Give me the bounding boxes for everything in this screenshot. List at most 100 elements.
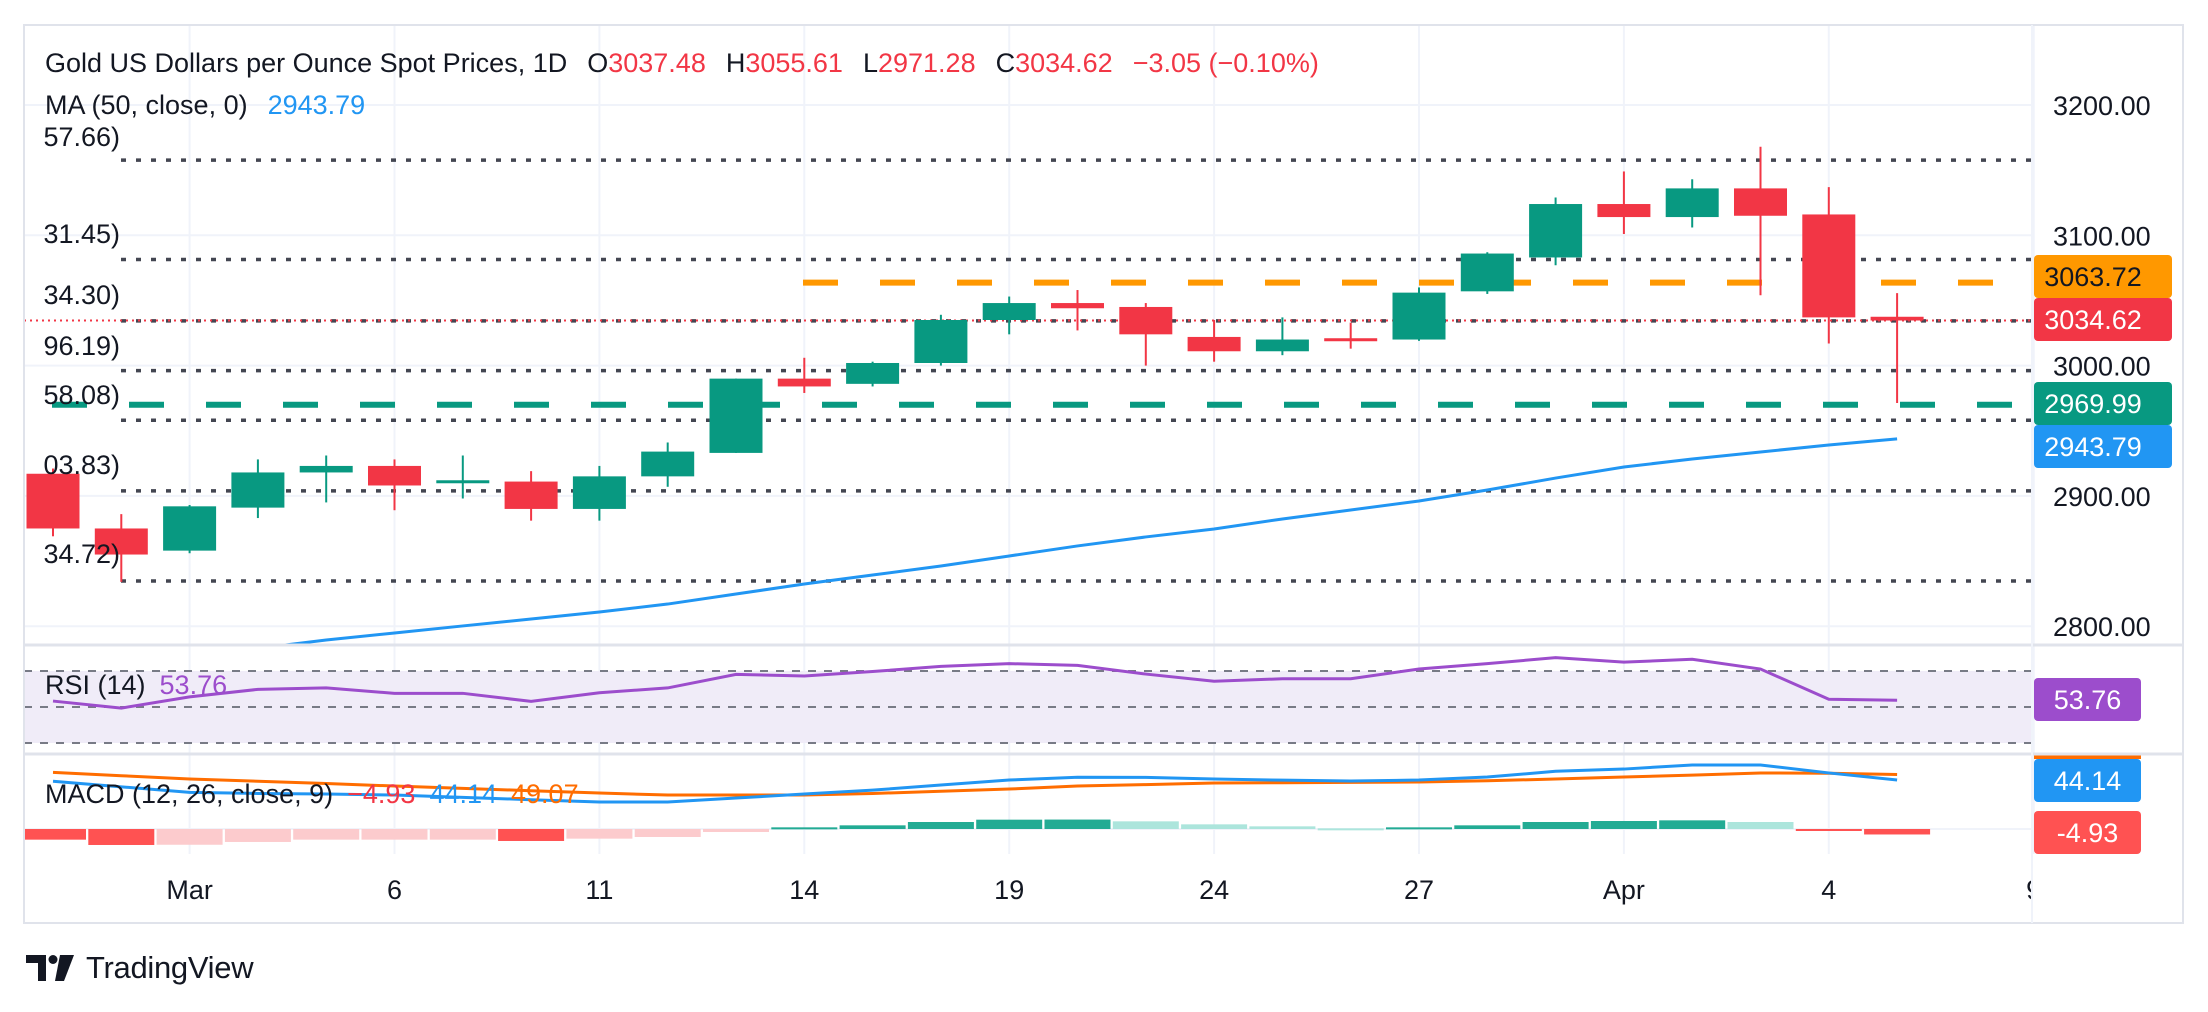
candle[interactable] xyxy=(1665,179,1719,228)
macd-histogram-bar xyxy=(1044,819,1111,829)
candle-body xyxy=(1187,336,1241,352)
level-label: 34.72) xyxy=(43,539,120,569)
candle-body xyxy=(1597,204,1651,218)
tradingview-logo-icon xyxy=(26,955,74,981)
candle[interactable] xyxy=(1119,303,1173,366)
candle-body xyxy=(504,481,558,509)
candle[interactable] xyxy=(1187,319,1241,362)
macd-histogram-bar xyxy=(88,829,155,845)
open-label: O xyxy=(587,47,609,78)
ma50-line[interactable] xyxy=(258,437,1898,649)
time-axis-label: Apr xyxy=(1603,875,1645,905)
candle[interactable] xyxy=(777,357,831,393)
badge-text: -4.93 xyxy=(2057,818,2119,848)
macd-histogram-bar xyxy=(839,825,906,829)
price-pane[interactable] xyxy=(24,146,2032,649)
candle-body xyxy=(163,506,217,551)
candle[interactable] xyxy=(1870,293,1924,404)
candle-body xyxy=(1734,188,1787,216)
candle[interactable] xyxy=(846,361,900,387)
badge-text: 3063.72 xyxy=(2044,262,2142,292)
price-axis[interactable]: 3200.00 3100.00 3000.00 2900.00 2800.00 xyxy=(2053,91,2151,642)
close-value: 3034.62 xyxy=(1015,47,1113,78)
high-label: H xyxy=(725,47,746,78)
time-axis[interactable]: Mar 6 11 14 19 24 27 Apr 4 9 xyxy=(166,875,2041,905)
macd-histogram-bar xyxy=(361,829,428,840)
macd-histogram-bar xyxy=(1727,822,1794,829)
macd-histogram-bar xyxy=(1317,828,1384,831)
macd-histogram-bar xyxy=(1864,829,1931,835)
price-badge-histogram: -4.93 xyxy=(2034,811,2141,854)
candle[interactable] xyxy=(436,455,490,499)
time-axis-label: Mar xyxy=(166,875,213,905)
rsi-legend[interactable]: RSI (14) 53.76 xyxy=(45,667,227,703)
ma-label: MA (50, close, 0) xyxy=(45,89,248,120)
rsi-value: 53.76 xyxy=(159,669,228,700)
ma-legend[interactable]: MA (50, close, 0) 2943.79 xyxy=(45,87,365,123)
candle[interactable] xyxy=(1734,146,1787,296)
time-axis-label: 9 xyxy=(2026,875,2041,905)
time-axis-label: 19 xyxy=(994,875,1024,905)
candle[interactable] xyxy=(163,505,217,554)
open-value: 3037.48 xyxy=(608,47,706,78)
macd-signal-line[interactable] xyxy=(52,770,1898,797)
candle[interactable] xyxy=(94,514,148,582)
candle[interactable] xyxy=(368,459,421,511)
candle-body xyxy=(846,362,900,384)
symbol-title[interactable]: Gold US Dollars per Ounce Spot Prices, 1… xyxy=(45,47,568,78)
macd-histogram-bar xyxy=(1249,826,1316,829)
candle-body xyxy=(94,528,148,555)
high-value: 3055.61 xyxy=(745,47,843,78)
candle[interactable] xyxy=(1802,187,1856,344)
candle-body xyxy=(641,451,695,477)
candle[interactable] xyxy=(504,471,558,521)
candle-body xyxy=(1119,306,1173,335)
candle[interactable] xyxy=(1255,317,1309,356)
macd-histogram-bar xyxy=(498,829,565,841)
candle[interactable] xyxy=(1460,252,1514,294)
macd-histogram-bar xyxy=(1590,821,1657,829)
macd-line[interactable] xyxy=(52,763,1898,804)
candle[interactable] xyxy=(26,468,80,537)
candle-body xyxy=(299,465,353,473)
candle-body xyxy=(231,472,285,508)
candle[interactable] xyxy=(1392,287,1446,341)
rsi-line[interactable] xyxy=(52,656,1898,710)
macd-pane[interactable] xyxy=(20,763,2032,845)
candle[interactable] xyxy=(231,459,285,519)
candle[interactable] xyxy=(641,442,695,487)
candle[interactable] xyxy=(1597,171,1651,234)
level-label: 96.19) xyxy=(43,331,120,361)
tradingview-logo[interactable]: TradingView xyxy=(26,950,254,986)
symbol-legend: Gold US Dollars per Ounce Spot Prices, 1… xyxy=(45,45,1319,81)
macd-histogram-bar xyxy=(1386,827,1452,830)
candle[interactable] xyxy=(1051,290,1104,331)
candle[interactable] xyxy=(1529,197,1583,266)
rsi-pane[interactable] xyxy=(24,656,2032,744)
candle[interactable] xyxy=(982,296,1036,335)
candle-body xyxy=(777,378,831,387)
macd-histogram-bar xyxy=(429,829,496,840)
time-axis-label: 27 xyxy=(1404,875,1434,905)
close-label: C xyxy=(995,47,1016,78)
candle[interactable] xyxy=(709,378,763,453)
macd-histogram-bar xyxy=(634,829,701,837)
candle[interactable] xyxy=(914,314,968,366)
candle[interactable] xyxy=(299,455,353,503)
macd-histogram-bar xyxy=(907,822,974,829)
price-axis-label: 2900.00 xyxy=(2053,482,2151,512)
price-badge-last-price: 3034.62 xyxy=(2034,298,2172,341)
low-label: L xyxy=(862,47,878,78)
candle-body xyxy=(1324,338,1378,342)
time-axis-label: 4 xyxy=(1821,875,1836,905)
macd-histogram-value: −4.93 xyxy=(347,778,416,809)
price-badge-rsi: 53.76 xyxy=(2034,678,2141,721)
ma-value: 2943.79 xyxy=(267,89,366,120)
macd-legend[interactable]: MACD (12, 26, close, 9) −4.93 44.14 49.0… xyxy=(45,776,579,812)
price-axis-label: 2800.00 xyxy=(2053,612,2151,642)
candle[interactable] xyxy=(572,465,626,521)
candle-body xyxy=(1802,214,1856,318)
candle[interactable] xyxy=(1324,322,1378,349)
price-axis-label: 3200.00 xyxy=(2053,91,2151,121)
